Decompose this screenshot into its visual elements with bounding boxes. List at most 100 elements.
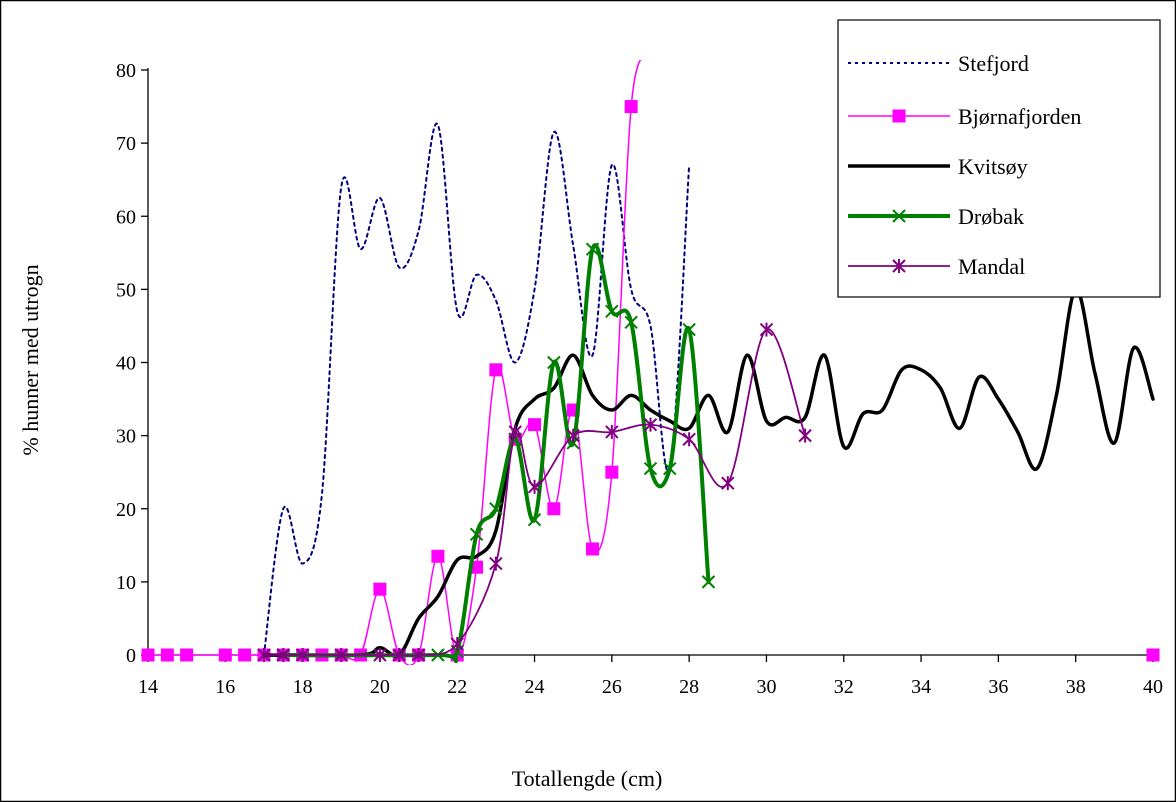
data-point-mandal (798, 428, 812, 443)
data-point-mandal (527, 479, 542, 494)
legend-entry-stefjord: Stefjord (848, 51, 1029, 76)
data-point-bj-rnafjorden (218, 648, 232, 662)
data-point-mandal (721, 476, 735, 491)
x-stroke (585, 242, 600, 256)
y-tick-label: 40 (116, 353, 136, 375)
y-tick-label: 50 (116, 279, 136, 301)
data-point-bj-rnafjorden (586, 542, 600, 556)
x-tick-label: 16 (215, 676, 235, 698)
legend-label-mandal: Mandal (958, 254, 1025, 279)
data-point-bj-rnafjorden (605, 465, 619, 479)
data-point-bj-rnafjorden (238, 648, 252, 662)
legend-marker-bj-rnafjorden (892, 109, 906, 123)
x-stroke (663, 461, 677, 476)
data-point-mandal (643, 417, 658, 432)
data-point-dr-bak (663, 461, 677, 476)
data-point-bj-rnafjorden (528, 418, 542, 432)
data-point-mandal (566, 428, 580, 443)
x-tick-label: 36 (988, 676, 1008, 698)
series-line-kvits-y (262, 287, 1155, 658)
x-stroke (624, 315, 638, 329)
legend-label-stefjord: Stefjord (958, 51, 1029, 76)
data-point-bj-rnafjorden (489, 363, 503, 377)
data-point-mandal (411, 648, 426, 662)
data-point-mandal (373, 648, 387, 662)
data-point-dr-bak (643, 461, 658, 476)
x-tick-label: 38 (1066, 676, 1086, 698)
x-stroke (892, 209, 906, 223)
x-tick-label: 24 (525, 676, 545, 698)
data-point-mandal (257, 648, 271, 662)
x-tick-label: 20 (370, 676, 390, 698)
data-point-dr-bak (585, 242, 600, 256)
data-point-dr-bak (701, 575, 716, 589)
data-point-dr-bak (527, 513, 542, 527)
legend-entry-bj-rnafjorden: Bjørnafjorden (848, 104, 1081, 129)
y-tick-label: 70 (116, 133, 136, 155)
legend-label-dr-bak: Drøbak (958, 204, 1024, 229)
data-point-bj-rnafjorden (431, 549, 445, 563)
y-tick-label: 0 (126, 645, 136, 667)
legend-entry-mandal: Mandal (848, 254, 1025, 279)
x-tick-label: 34 (911, 676, 931, 698)
legend-entry-dr-bak: Drøbak (848, 204, 1024, 229)
legend-label-bj-rnafjorden: Bjørnafjorden (958, 104, 1081, 129)
y-tick-label: 80 (116, 60, 136, 82)
data-point-bj-rnafjorden (1146, 648, 1160, 662)
legend: Stefjord Bjørnafjorden Kvitsøy Drøbak Mandal (837, 19, 1161, 298)
data-point-mandal (392, 648, 406, 662)
x-tick-label: 30 (756, 676, 776, 698)
x-stroke (469, 527, 484, 542)
series-mandal (257, 322, 812, 662)
data-point-mandal (508, 424, 522, 439)
x-stroke (547, 355, 561, 370)
x-tick-label: 32 (834, 676, 854, 698)
legend-marker-mandal (892, 259, 906, 273)
data-point-dr-bak (489, 502, 503, 516)
data-point-mandal (334, 648, 348, 662)
x-stroke (701, 575, 716, 589)
x-stroke (643, 461, 658, 476)
legend-entry-kvits-y: Kvitsøy (848, 154, 1028, 179)
x-tick-label: 18 (293, 676, 313, 698)
series-kvits-y (262, 287, 1155, 658)
y-axis-title: % hunner med utrogn (18, 264, 43, 455)
data-point-mandal (295, 648, 310, 662)
legend-box (837, 19, 1161, 298)
data-point-bj-rnafjorden (547, 502, 561, 516)
data-point-mandal (489, 556, 503, 571)
data-point-bj-rnafjorden (624, 100, 638, 114)
data-point-mandal (759, 322, 774, 337)
data-point-bj-rnafjorden (141, 648, 155, 662)
y-tick-label: 30 (116, 426, 136, 448)
data-point-mandal (605, 424, 619, 439)
x-tick-label: 22 (447, 676, 467, 698)
x-tick-label: 28 (679, 676, 699, 698)
data-point-bj-rnafjorden (160, 648, 174, 662)
data-point-mandal (682, 432, 696, 447)
data-point-dr-bak (682, 322, 696, 337)
legend-label-kvits-y: Kvitsøy (958, 154, 1028, 179)
data-point-bj-rnafjorden (373, 582, 387, 596)
data-point-mandal (450, 637, 464, 652)
x-tick-label: 14 (138, 676, 158, 698)
data-point-dr-bak (469, 527, 484, 542)
legend-marker-dr-bak (892, 209, 906, 223)
data-point-bj-rnafjorden (180, 648, 194, 662)
x-axis-title: Totallengde (cm) (512, 766, 663, 791)
plot-area (141, 60, 1160, 665)
data-point-dr-bak (547, 355, 561, 370)
x-stroke (605, 304, 619, 319)
series-stefjord (262, 122, 691, 656)
y-tick-label: 20 (116, 499, 136, 521)
data-point-dr-bak (605, 304, 619, 319)
x-stroke (489, 502, 503, 516)
data-point-mandal (276, 648, 290, 662)
data-point-dr-bak (624, 315, 638, 329)
y-tick-label: 10 (116, 572, 136, 594)
x-stroke (527, 513, 542, 527)
x-tick-label: 40 (1143, 676, 1163, 698)
y-tick-label: 60 (116, 206, 136, 228)
series-line-stefjord (262, 122, 691, 656)
